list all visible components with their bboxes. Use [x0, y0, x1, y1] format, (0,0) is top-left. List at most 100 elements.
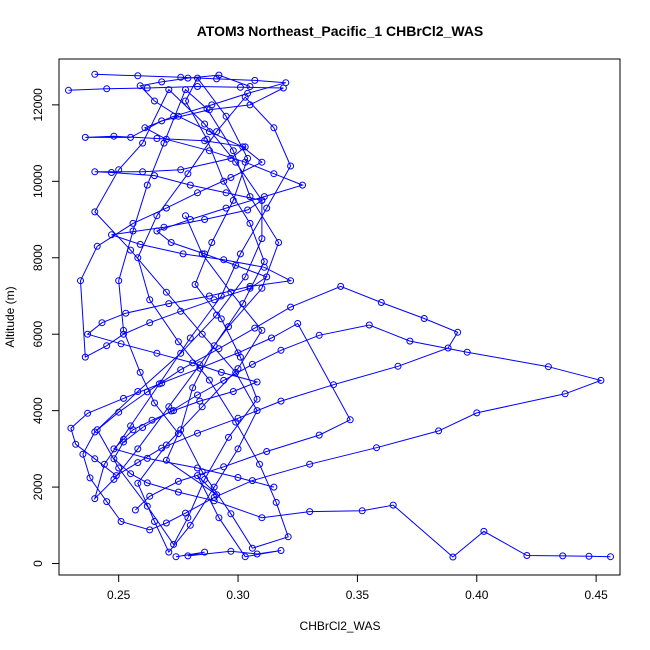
data-point — [72, 440, 80, 448]
data-point — [186, 521, 194, 529]
data-point — [139, 139, 147, 147]
data-point — [198, 330, 206, 338]
data-point — [143, 388, 151, 396]
data-point — [215, 345, 223, 353]
data-point — [270, 124, 278, 132]
y-tick-label: 0 — [31, 560, 45, 567]
data-point — [544, 363, 552, 371]
data-point — [234, 365, 242, 373]
data-point — [84, 330, 92, 338]
data-point — [103, 342, 111, 350]
data-point — [146, 492, 154, 500]
data-point — [174, 112, 182, 120]
data-point — [248, 360, 256, 368]
data-point — [127, 133, 135, 141]
plot-frame — [58, 58, 621, 576]
data-point — [210, 497, 218, 505]
data-series — [77, 70, 306, 361]
data-point — [234, 414, 242, 422]
data-point — [196, 397, 204, 405]
data-point — [134, 254, 142, 262]
data-point — [141, 124, 149, 132]
data-point — [244, 89, 252, 97]
data-point — [143, 502, 151, 510]
chart-title: ATOM3 Northeast_Pacific_1 CHBrCl2_WAS — [197, 23, 484, 39]
data-point — [174, 338, 182, 346]
data-point — [167, 407, 175, 415]
data-point — [449, 553, 457, 561]
data-point — [205, 128, 213, 136]
data-point — [287, 162, 295, 170]
data-point — [110, 455, 118, 463]
data-point — [134, 445, 142, 453]
data-point — [115, 464, 123, 472]
data-point — [220, 376, 228, 384]
data-point — [65, 86, 72, 94]
x-tick-label: 0.45 — [584, 588, 608, 602]
data-point — [91, 455, 99, 463]
data-point — [174, 488, 182, 496]
data-point — [182, 212, 189, 220]
data-point — [306, 508, 314, 516]
data-point — [120, 326, 127, 334]
data-point — [110, 445, 118, 453]
y-tick-label: 6000 — [31, 321, 45, 348]
data-point — [234, 474, 242, 481]
x-tick-label: 0.30 — [226, 588, 250, 602]
data-point — [330, 381, 337, 389]
data-point — [162, 135, 170, 143]
data-point — [143, 479, 151, 487]
data-point — [435, 427, 443, 435]
data-point — [208, 239, 216, 246]
data-point — [77, 277, 84, 285]
data-point — [146, 296, 154, 304]
data-point — [122, 309, 130, 317]
data-point — [151, 172, 158, 180]
data-point — [182, 97, 189, 105]
data-point — [201, 216, 209, 223]
data-point — [143, 181, 151, 189]
data-point — [306, 460, 314, 468]
data-point — [394, 362, 402, 370]
data-point — [227, 288, 235, 296]
data-point — [239, 143, 247, 151]
data-point — [358, 507, 366, 515]
data-point — [129, 219, 137, 227]
data-point — [103, 85, 111, 93]
series-line — [68, 85, 293, 488]
data-point — [258, 514, 266, 522]
data-point — [215, 71, 223, 79]
data-point — [561, 390, 569, 398]
y-tick-label: 10000 — [31, 164, 45, 198]
data-point — [86, 474, 94, 482]
data-point — [177, 166, 185, 174]
data-point — [215, 514, 223, 522]
data-point — [559, 552, 567, 560]
data-point — [184, 170, 192, 178]
y-axis: 0 2000 4000 6000 8000 10000 12000 — [31, 88, 60, 567]
data-point — [229, 388, 237, 395]
data-point — [253, 378, 261, 386]
data-point — [444, 344, 452, 352]
data-point — [263, 204, 271, 212]
data-point — [120, 394, 127, 402]
data-point — [260, 263, 268, 271]
data-point — [256, 460, 263, 468]
plot-area — [65, 70, 614, 561]
data-point — [98, 319, 106, 327]
data-point — [597, 376, 605, 384]
data-point — [162, 204, 170, 212]
data-point — [346, 416, 354, 424]
data-point — [201, 548, 209, 556]
data-series — [65, 83, 295, 491]
data-point — [117, 518, 125, 525]
data-point — [129, 426, 137, 434]
data-point — [246, 193, 254, 201]
data-point — [251, 76, 259, 84]
data-point — [258, 158, 266, 166]
data-point — [153, 227, 161, 235]
data-point — [253, 407, 261, 415]
data-point — [473, 409, 481, 417]
data-point — [91, 70, 99, 78]
data-point — [253, 550, 261, 558]
